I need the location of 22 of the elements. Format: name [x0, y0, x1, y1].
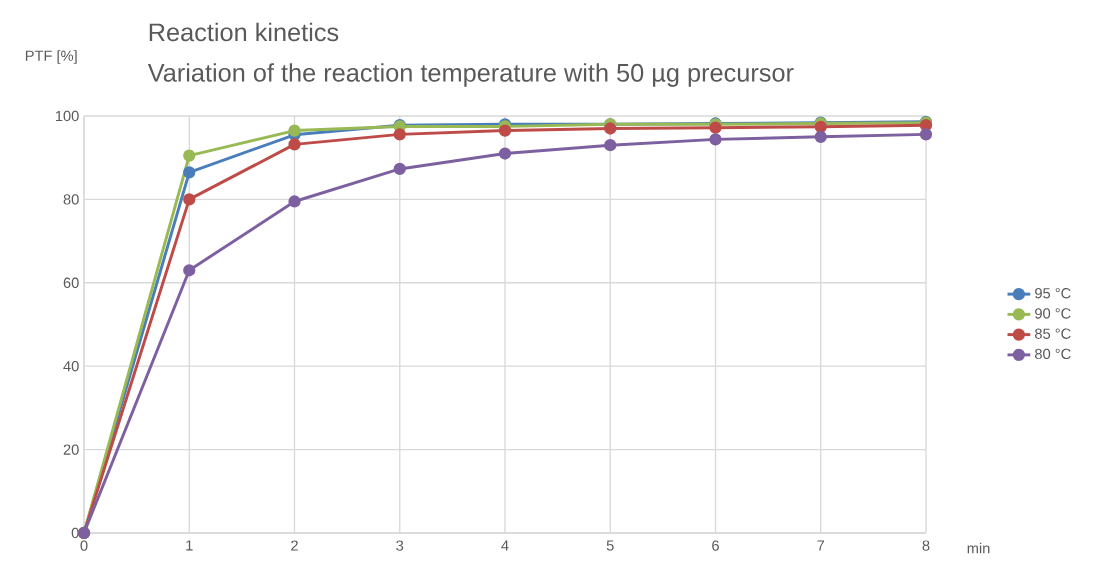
x-tick-label: 6 [712, 540, 719, 551]
y-axis-title: PTF [%] [25, 50, 77, 64]
y-tick-label: 40 [63, 361, 79, 372]
x-axis-title: min [967, 542, 990, 554]
x-tick-label: 1 [186, 540, 193, 551]
y-tick-label: 20 [63, 444, 79, 455]
x-tick-label: 3 [396, 540, 404, 551]
legend-label: 80 °C [1035, 348, 1071, 360]
x-tick-label: 8 [922, 540, 930, 551]
legend-label: 90 °C [1035, 308, 1071, 319]
x-tick-label: 2 [291, 540, 298, 551]
chart-subtitle: Variation of the reaction temperature with 50 µg precursor [147, 63, 794, 87]
x-tick-label: 0 [80, 540, 88, 551]
x-tick-label: 4 [501, 540, 509, 551]
x-tick-label: 7 [817, 540, 825, 551]
y-tick-label: 100 [55, 110, 79, 122]
legend-label: 85 °C [1035, 328, 1071, 339]
y-tick-label: 80 [63, 194, 79, 205]
y-tick-label: 60 [63, 277, 79, 288]
legend-label: 95 °C [1035, 288, 1071, 299]
chart-title: Reaction kinetics [149, 22, 339, 42]
x-tick-label: 5 [606, 540, 614, 551]
